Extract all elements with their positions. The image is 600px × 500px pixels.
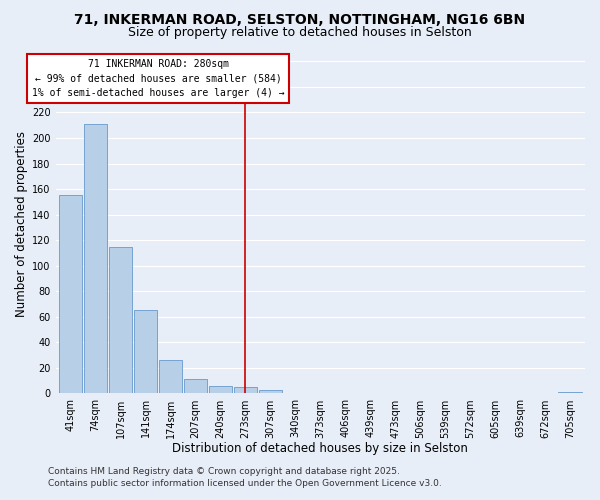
- Bar: [59, 196, 82, 394]
- Text: Size of property relative to detached houses in Selston: Size of property relative to detached ho…: [128, 26, 472, 39]
- X-axis label: Distribution of detached houses by size in Selston: Distribution of detached houses by size …: [172, 442, 468, 455]
- Bar: [233, 387, 257, 394]
- Bar: [558, 392, 582, 394]
- Bar: [84, 124, 107, 394]
- Bar: [209, 386, 232, 394]
- Text: 71, INKERMAN ROAD, SELSTON, NOTTINGHAM, NG16 6BN: 71, INKERMAN ROAD, SELSTON, NOTTINGHAM, …: [74, 12, 526, 26]
- Bar: [259, 390, 282, 394]
- Bar: [134, 310, 157, 394]
- Bar: [109, 246, 133, 394]
- Bar: [184, 380, 208, 394]
- Text: 71 INKERMAN ROAD: 280sqm
← 99% of detached houses are smaller (584)
1% of semi-d: 71 INKERMAN ROAD: 280sqm ← 99% of detach…: [32, 59, 284, 98]
- Y-axis label: Number of detached properties: Number of detached properties: [15, 131, 28, 317]
- Text: Contains HM Land Registry data © Crown copyright and database right 2025.
Contai: Contains HM Land Registry data © Crown c…: [48, 466, 442, 487]
- Bar: [158, 360, 182, 394]
